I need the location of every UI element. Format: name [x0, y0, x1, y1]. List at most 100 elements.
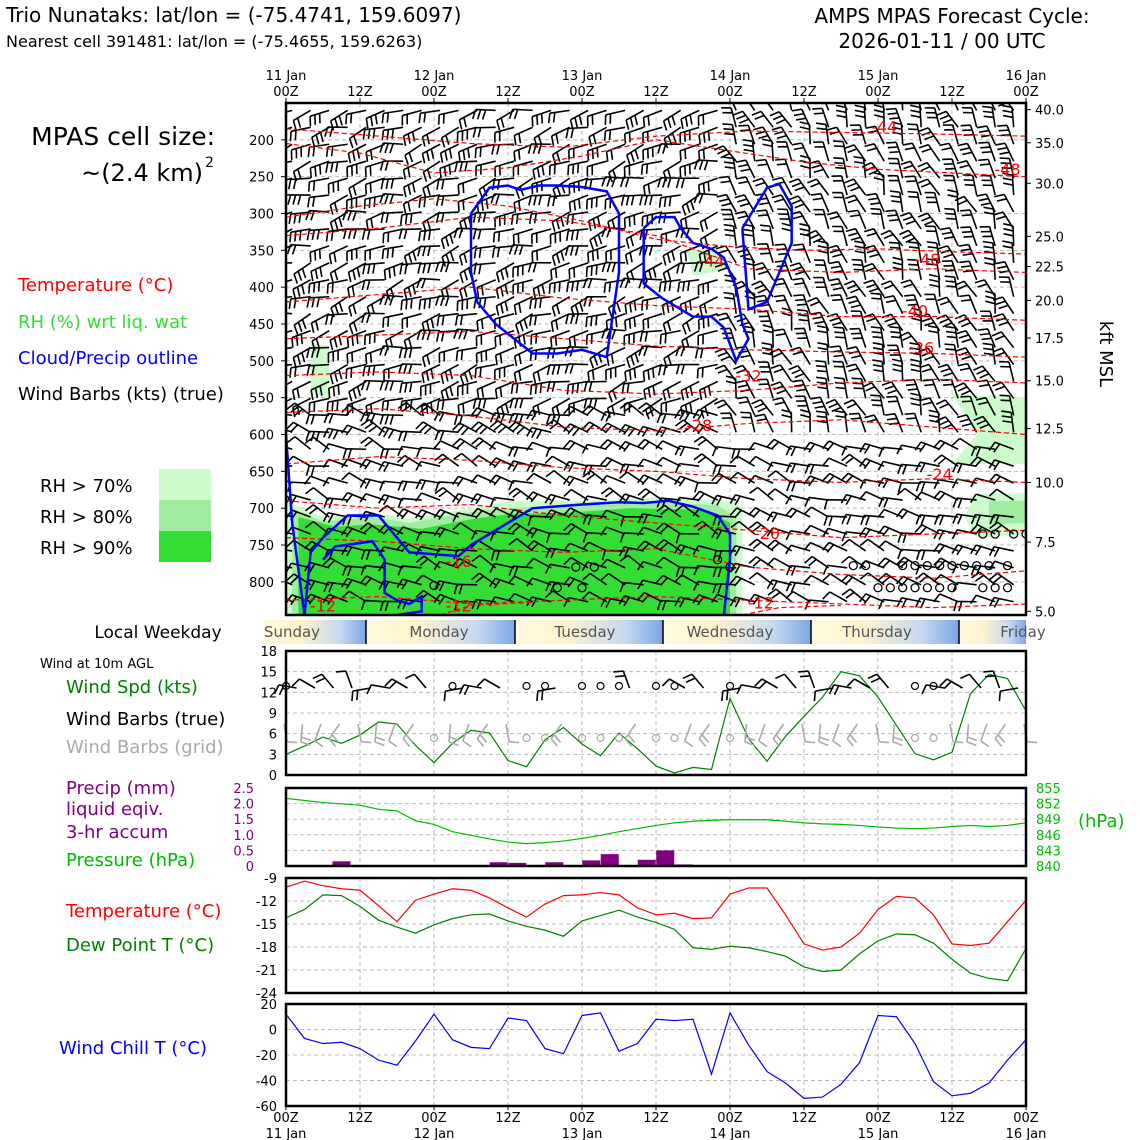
barb-flag [865, 266, 876, 272]
barb-flag [833, 157, 844, 160]
barb-flag [693, 261, 699, 272]
barb-flag [630, 152, 635, 163]
station-title: Trio Nunataks: lat/lon = (-75.4741, 159.… [5, 3, 461, 27]
xs-wind-barb [803, 506, 830, 518]
barb-flag [694, 348, 699, 359]
xs-wind-barb [489, 496, 515, 508]
barb-flag [526, 462, 533, 472]
barb-staff [383, 397, 404, 403]
barb-flag [712, 567, 717, 578]
xs-wind-barb [472, 397, 496, 409]
barb-flag [696, 368, 699, 379]
barb-flag [920, 550, 926, 561]
barb-flag [974, 526, 983, 535]
xs-wind-barb [323, 412, 348, 424]
barb-staff [311, 329, 330, 342]
barb-flag [472, 229, 477, 240]
barb-flag [792, 277, 803, 281]
barb-flag [638, 345, 643, 356]
xs-wind-barb [494, 126, 515, 143]
barb-flag [532, 262, 537, 273]
barb-staff [810, 541, 830, 552]
barb-flag [625, 238, 630, 249]
barb-flag [882, 559, 891, 569]
xs-wind-barb [492, 228, 515, 243]
xs-wind-barb [907, 190, 922, 213]
barb-flag [455, 350, 459, 361]
xs-wind-barb [531, 109, 552, 127]
xs-wind-barb [525, 441, 552, 452]
barb-flag [957, 142, 968, 147]
barb-flag [788, 178, 799, 184]
xs-wind-barb [999, 360, 1015, 382]
barb-flag [997, 124, 1008, 127]
barb-flag [441, 179, 445, 190]
barb-flag [271, 299, 273, 309]
barb-flag [456, 440, 466, 449]
barb-flag [586, 473, 596, 481]
barb-flag [821, 542, 830, 551]
barb-staff [512, 380, 533, 385]
barb-flag [754, 294, 765, 298]
barb-flag [588, 296, 593, 307]
xs-wind-barb [526, 409, 552, 421]
barb-staff [551, 312, 570, 323]
barb-staff [421, 509, 441, 518]
barb-flag [491, 180, 496, 191]
rh70-swatch [159, 469, 211, 500]
barb-flag [611, 177, 616, 188]
barb-flag [929, 419, 940, 424]
barb-flag [287, 179, 292, 190]
xs-wind-barb [642, 109, 663, 128]
barb-flag [482, 398, 487, 409]
xs-wind-barb [307, 177, 330, 192]
xs-wind-barb [919, 363, 941, 382]
xs-wind-barb [657, 143, 681, 154]
barb-staff [365, 477, 385, 484]
barb-flag [644, 229, 648, 240]
xs-wind-barb [470, 474, 496, 484]
xs-wind-barb [815, 360, 830, 382]
barb-staff [286, 346, 293, 350]
barb-flag [660, 525, 669, 534]
barb-flag [400, 300, 403, 311]
barb-flag [849, 327, 860, 330]
barb-flag [589, 358, 595, 369]
barb-flag [378, 461, 385, 471]
barb-flag [979, 97, 989, 99]
xs-wind-barb [600, 558, 626, 569]
xs-wind-barb [494, 211, 515, 228]
barb-flag [957, 386, 968, 392]
barb-flag [401, 510, 409, 520]
xs-wind-barb [970, 493, 996, 503]
barb-flag [499, 335, 502, 346]
xs-wind-barb [568, 194, 589, 213]
barb-flag [319, 266, 323, 278]
xs-wind-barb [619, 402, 645, 416]
xs-wind-barb [328, 380, 348, 399]
barb-flag [915, 481, 921, 492]
barb-flag [877, 525, 885, 535]
barb-flag [945, 212, 956, 216]
barb-flag [619, 582, 625, 593]
barb-flag [945, 325, 956, 329]
xs-wind-barb [918, 127, 941, 145]
barb-flag [717, 567, 722, 578]
barb-flag [268, 565, 272, 574]
barb-flag [722, 123, 733, 126]
barb-staff [438, 429, 459, 434]
barb-staff [531, 228, 552, 236]
barb-flag [978, 401, 989, 406]
barb-flag [997, 146, 1008, 151]
barb-staff [933, 192, 941, 213]
barb-flag [850, 186, 860, 192]
xs-wind-barb [550, 312, 570, 332]
barb-flag [854, 250, 865, 254]
barb-flag [325, 162, 329, 173]
barb-flag [529, 315, 533, 326]
barb-flag [310, 322, 315, 333]
barb-flag [562, 576, 571, 586]
barb-flag [374, 114, 378, 125]
xs-wind-barb [380, 177, 404, 190]
barb-flag [686, 321, 691, 332]
